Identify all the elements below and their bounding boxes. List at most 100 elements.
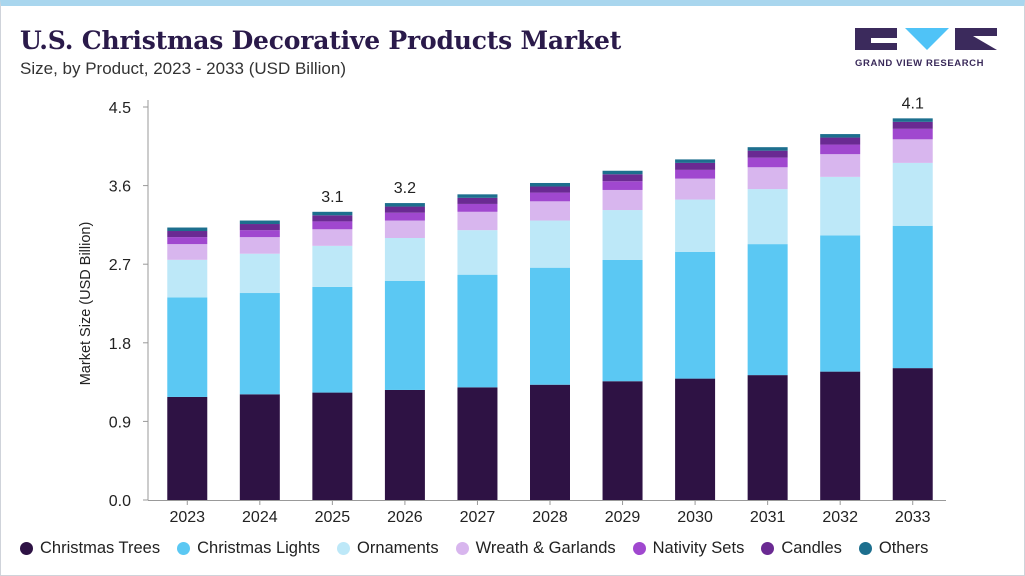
x-tick-label: 2030 <box>677 509 713 526</box>
legend-item: Nativity Sets <box>632 538 745 558</box>
x-tick-label: 2033 <box>895 509 931 526</box>
y-tick-label: 0.9 <box>109 414 131 431</box>
bar-segment <box>530 201 570 221</box>
bar-segment <box>747 189 788 245</box>
chart-legend: Christmas Trees Christmas Lights Ornaments… <box>20 537 945 559</box>
bar-segment <box>457 203 498 212</box>
bar-segment <box>675 251 716 379</box>
bar-segment <box>167 227 208 232</box>
legend-label: Nativity Sets <box>652 538 745 557</box>
bar-segment <box>747 150 788 158</box>
bar-segment <box>312 215 353 222</box>
legend-dot-icon <box>455 541 469 555</box>
x-tick-label: 2027 <box>460 509 496 526</box>
legend-dot-icon <box>20 541 33 555</box>
bar-segment <box>530 192 570 202</box>
legend-dot-icon <box>858 541 872 555</box>
bar-segment <box>602 174 643 182</box>
bar-segment <box>312 211 353 216</box>
logo-text: GRAND VIEW RESEARCH <box>855 58 985 69</box>
bar-segment <box>675 378 716 500</box>
bar-segment <box>602 189 643 211</box>
bar-segment <box>167 396 208 500</box>
bar-segment <box>530 182 570 187</box>
x-tick-label: 2026 <box>387 509 423 526</box>
bar-segment <box>457 274 498 388</box>
x-tick-label: 2028 <box>532 509 568 526</box>
bar-segment <box>312 221 353 230</box>
legend-item: Ornaments <box>336 538 439 558</box>
data-label: 3.2 <box>394 180 416 197</box>
x-tick-label: 2029 <box>605 509 641 526</box>
legend-dot-icon <box>761 541 775 555</box>
bar-segment <box>384 238 425 281</box>
legend-item: Christmas Trees <box>20 539 160 558</box>
legend-label: Others <box>878 538 929 557</box>
bar-segment <box>602 181 643 190</box>
bar-segment <box>167 237 208 245</box>
bar-segment <box>239 220 280 225</box>
bar-segment <box>602 170 643 175</box>
bar-segment <box>239 224 280 231</box>
bar-segment <box>239 230 280 238</box>
bar-segment <box>675 178 716 200</box>
grand-view-research-logo-icon <box>855 28 997 50</box>
bar-segment <box>167 259 208 298</box>
bar-segment <box>312 245 353 287</box>
legend-label: Ornaments <box>356 538 439 557</box>
chart-subtitle: Size, by Product, 2023 - 2033 (USD Billi… <box>20 59 346 78</box>
bar-segment <box>675 162 716 170</box>
bar-segment <box>747 157 788 168</box>
bar-segment <box>675 169 716 179</box>
bar-segment <box>457 230 498 275</box>
bar-segment <box>820 137 861 145</box>
x-tick-label: 2023 <box>169 509 205 526</box>
bar-segment <box>530 220 570 268</box>
y-tick-label: 4.5 <box>109 100 131 117</box>
bar-segment <box>384 212 425 221</box>
y-axis-label: Market Size (USD Billion) <box>78 222 94 386</box>
legend-label: Christmas Trees <box>40 538 161 557</box>
bar-segment <box>820 371 861 500</box>
bar-segment <box>312 286 353 393</box>
legend-item: Candles <box>761 539 842 558</box>
bar-segment <box>384 280 425 390</box>
legend-dot-icon <box>632 541 646 555</box>
bar-segment <box>892 225 933 369</box>
bar-segment <box>384 206 425 213</box>
legend-item: Christmas Lights <box>177 539 320 558</box>
y-tick-label: 2.7 <box>109 257 131 274</box>
bar-segment <box>602 210 643 260</box>
x-tick-label: 2031 <box>750 509 786 526</box>
bar-segment <box>820 144 861 155</box>
bar-segment <box>457 211 498 231</box>
bar-segment <box>457 194 498 198</box>
bar-segment <box>384 220 425 238</box>
bar-segment <box>820 154 861 177</box>
y-tick-label: 3.6 <box>109 179 131 196</box>
bar-segment <box>892 128 933 140</box>
bar-segment <box>384 389 425 500</box>
chart-title: U.S. Christmas Decorative Products Marke… <box>20 26 622 55</box>
x-tick-label: 2024 <box>242 509 278 526</box>
bar-segment <box>675 199 716 252</box>
bar-segment <box>530 384 570 500</box>
legend-label: Christmas Lights <box>197 538 320 557</box>
bar-segment <box>747 167 788 190</box>
x-tick-label: 2025 <box>315 509 351 526</box>
bar-segment <box>457 387 498 500</box>
bar-segment <box>602 381 643 500</box>
bar-segment <box>892 118 933 122</box>
bar-segment <box>747 244 788 376</box>
data-label: 3.1 <box>321 189 343 206</box>
bar-segment <box>892 368 933 500</box>
y-tick-label: 1.8 <box>109 336 131 353</box>
bar-segment <box>239 237 280 254</box>
legend-dot-icon <box>336 541 350 555</box>
x-tick-label: 2032 <box>822 509 858 526</box>
bar-segment <box>530 267 570 385</box>
bar-segment <box>892 162 933 226</box>
bar-segment <box>747 147 788 151</box>
bar-segment <box>602 259 643 382</box>
